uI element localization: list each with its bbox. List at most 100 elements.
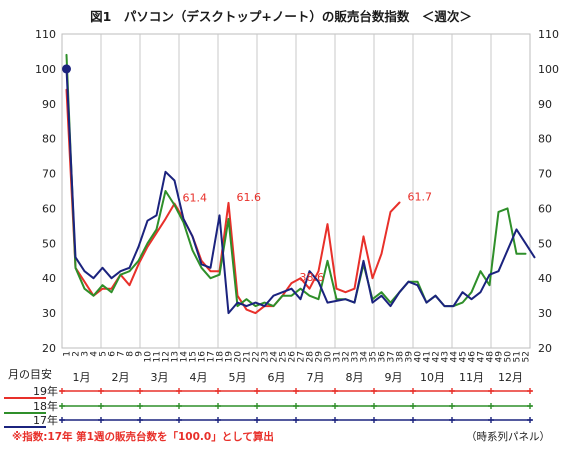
legend-month-marker	[371, 388, 377, 394]
week-tick-label: 50	[504, 351, 514, 363]
data-label: 61.6	[237, 191, 262, 204]
y-tick-label-left: 80	[42, 133, 56, 146]
legend-month-marker	[98, 417, 104, 423]
legend-month-marker	[449, 388, 455, 394]
y-tick-label-left: 70	[42, 168, 56, 181]
legend-month-marker	[410, 417, 416, 423]
week-tick-label: 35	[369, 351, 379, 362]
week-tick-label: 19	[225, 351, 235, 363]
week-tick-label: 10	[144, 351, 154, 363]
legend-month-marker	[137, 417, 143, 423]
y-tick-label-right: 20	[538, 342, 552, 355]
y-tick-label-right: 80	[538, 133, 552, 146]
footnote: ※指数:17年 第1週の販売台数を「100.0」として算出	[12, 430, 274, 443]
y-tick-label-right: 100	[538, 63, 559, 76]
legend-month-marker	[215, 403, 221, 409]
legend-month-marker	[332, 403, 338, 409]
y-tick-label-left: 50	[42, 237, 56, 250]
month-label: 10月	[420, 371, 445, 384]
legend-month-marker	[59, 417, 65, 423]
y-tick-label-right: 90	[538, 98, 552, 111]
week-tick-label: 39	[405, 351, 415, 363]
legend-month-marker	[488, 403, 494, 409]
legend-month-marker	[59, 403, 65, 409]
week-tick-label: 25	[279, 351, 289, 362]
week-tick-label: 17	[207, 351, 217, 362]
series-line-17年	[65, 67, 536, 315]
week-tick-label: 12	[162, 351, 172, 362]
legend-month-marker	[488, 417, 494, 423]
y-tick-label-right: 60	[538, 202, 552, 215]
week-tick-label: 45	[459, 351, 469, 362]
week-tick-label: 34	[360, 351, 370, 363]
week-tick-label: 33	[351, 351, 361, 362]
week-tick-label: 36	[378, 351, 388, 363]
week-tick-label: 52	[522, 351, 532, 362]
week-tick-label: 3	[81, 351, 91, 357]
week-tick-label: 21	[243, 351, 253, 362]
week-tick-label: 38	[396, 351, 406, 363]
month-label: 9月	[385, 371, 403, 384]
month-label: 5月	[229, 371, 247, 384]
y-tick-label-left: 90	[42, 98, 56, 111]
week-tick-label: 20	[234, 351, 244, 363]
month-row-label: 月の目安	[8, 367, 52, 381]
week-tick-label: 22	[252, 351, 262, 362]
legend-month-marker	[371, 403, 377, 409]
week-tick-label: 11	[153, 351, 163, 362]
week-tick-label: 30	[324, 351, 334, 363]
legend-month-marker	[332, 388, 338, 394]
legend-month-marker	[176, 403, 182, 409]
data-label: 61.7	[408, 191, 433, 204]
week-tick-label: 14	[180, 351, 190, 363]
legend-month-marker	[215, 388, 221, 394]
week-tick-label: 18	[216, 351, 226, 363]
data-label: 38.6	[300, 271, 325, 284]
week-tick-label: 8	[126, 351, 136, 357]
legend-month-marker	[293, 388, 299, 394]
y-tick-label-right: 40	[538, 272, 552, 285]
y-tick-label-right: 110	[538, 28, 559, 41]
week-tick-label: 31	[333, 351, 343, 362]
legend-month-marker	[410, 403, 416, 409]
week-tick-label: 15	[189, 351, 199, 362]
week-tick-label: 28	[306, 351, 316, 363]
week-tick-label: 40	[414, 351, 424, 363]
week-tick-label: 9	[135, 351, 145, 357]
legend-month-marker	[254, 388, 260, 394]
legend-month-marker	[371, 417, 377, 423]
legend-month-marker	[137, 388, 143, 394]
base-point-marker	[62, 64, 71, 74]
y-tick-label-right: 30	[538, 307, 552, 320]
week-tick-label: 37	[387, 351, 397, 362]
y-tick-label-left: 110	[35, 28, 56, 41]
y-tick-label-right: 70	[538, 168, 552, 181]
y-tick-label-right: 50	[538, 237, 552, 250]
legend-month-marker	[254, 417, 260, 423]
legend-month-marker	[449, 403, 455, 409]
week-tick-label: 49	[495, 351, 505, 363]
week-tick-label: 41	[423, 351, 433, 362]
legend-month-marker	[527, 403, 533, 409]
week-tick-label: 32	[342, 351, 352, 362]
legend-month-marker	[176, 388, 182, 394]
legend-label-18年: 18年	[33, 399, 58, 413]
legend-month-marker	[176, 417, 182, 423]
chart-title: 図1 パソコン（デスクトップ+ノート）の販売台数指数 ＜週次＞	[90, 9, 472, 24]
week-tick-label: 6	[108, 351, 118, 357]
legend-month-marker	[293, 417, 299, 423]
y-tick-label-left: 20	[42, 342, 56, 355]
data-label: 61.4	[183, 192, 208, 205]
series-layer	[62, 53, 536, 315]
week-tick-label: 43	[441, 351, 451, 362]
week-tick-label: 51	[513, 351, 523, 362]
week-tick-label: 42	[432, 351, 442, 362]
legend-label-19年: 19年	[33, 384, 58, 398]
week-tick-label: 23	[261, 351, 271, 362]
legend-month-marker	[332, 417, 338, 423]
week-tick-label: 24	[270, 351, 280, 363]
month-label: 1月	[73, 371, 91, 384]
